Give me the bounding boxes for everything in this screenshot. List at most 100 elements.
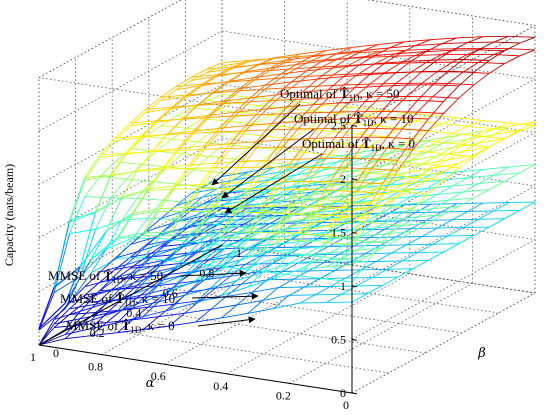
mesh-segment (95, 175, 112, 213)
mesh-segment (297, 254, 314, 264)
mesh-segment (493, 126, 510, 136)
mesh-segment (215, 283, 242, 289)
mesh-segment (395, 60, 412, 74)
mesh-segment (197, 200, 214, 215)
mesh-segment (273, 205, 290, 233)
mesh-segment (53, 308, 70, 325)
mesh-segment (401, 176, 418, 186)
mesh-segment (186, 200, 214, 211)
mesh-segment (186, 85, 203, 97)
mesh-segment (315, 258, 342, 262)
mesh-segment (325, 217, 342, 227)
mesh-segment (337, 46, 353, 54)
mesh-segment (358, 62, 385, 66)
mesh-segment (354, 74, 370, 89)
mesh-segment (437, 227, 464, 229)
mesh-segment (95, 279, 112, 296)
mesh-segment (356, 222, 373, 241)
mesh-segment (340, 285, 357, 295)
mesh-segment (421, 194, 438, 204)
mesh-segment (432, 159, 449, 169)
mesh-segment (489, 180, 505, 190)
mesh-segment (240, 147, 257, 168)
mesh-segment (256, 263, 273, 273)
mesh-segment (265, 182, 281, 192)
mesh-segment (169, 235, 196, 237)
mesh-segment (54, 310, 81, 320)
mesh-segment (99, 161, 116, 177)
mesh-segment (173, 184, 200, 187)
mesh-segment (443, 243, 459, 253)
mesh-segment (462, 183, 479, 193)
mesh-segment (380, 72, 397, 87)
mesh-segment (256, 207, 273, 217)
grid-line (221, 137, 536, 187)
mesh-segment (245, 161, 262, 176)
mesh-segment (288, 189, 305, 214)
mesh-segment (136, 256, 153, 272)
mesh-segment (437, 150, 464, 157)
mesh-segment (351, 255, 368, 265)
mesh-segment (325, 278, 353, 283)
mesh-segment (273, 252, 290, 274)
mesh-segment (239, 216, 266, 221)
mesh-segment (334, 229, 351, 239)
mesh-segment (415, 203, 431, 213)
mesh-segment (302, 89, 329, 93)
mesh-segment (213, 195, 240, 202)
mesh-segment (241, 279, 268, 285)
mesh-segment (384, 60, 412, 64)
mesh-segment (210, 243, 237, 248)
mesh-segment (371, 137, 388, 160)
mesh-segment (69, 286, 86, 303)
mesh-segment (401, 252, 418, 262)
mesh-segment (266, 139, 283, 161)
mesh-segment (389, 54, 416, 57)
mesh-segment (143, 325, 170, 330)
mesh-segment (254, 70, 270, 81)
mesh-segment (245, 122, 272, 127)
mesh-segment (188, 279, 205, 293)
mesh-segment (265, 135, 292, 140)
mesh-segment (262, 263, 290, 273)
mesh-segment (297, 194, 314, 204)
mesh-segment (345, 147, 362, 169)
mesh-segment (462, 218, 479, 228)
mesh-segment (182, 153, 209, 157)
mesh-segment (106, 286, 123, 304)
mesh-segment (116, 294, 133, 312)
mesh-segment (260, 113, 288, 116)
mesh-segment (132, 190, 149, 216)
mesh-segment (304, 233, 331, 238)
mesh-segment (195, 287, 212, 304)
mesh-segment (274, 55, 301, 59)
mesh-segment (125, 137, 142, 155)
mesh-segment (365, 176, 381, 186)
y-axis-label: β (477, 346, 486, 361)
mesh-segment (295, 222, 322, 224)
mesh-segment (345, 136, 362, 159)
mesh-segment (110, 170, 137, 177)
mesh-segment (356, 158, 373, 183)
mesh-segment (291, 70, 307, 83)
mesh-segment (169, 280, 196, 293)
mesh-segment (225, 259, 242, 275)
mesh-segment (417, 84, 434, 101)
mesh-segment (489, 218, 505, 228)
mesh-segment (363, 47, 390, 51)
mesh-segment (291, 178, 307, 188)
mesh-segment (308, 238, 335, 242)
mesh-segment (363, 55, 390, 59)
mesh-segment (243, 63, 260, 73)
mesh-segment (151, 133, 168, 152)
mesh-segment (286, 91, 303, 108)
mesh-segment (467, 134, 494, 140)
mesh-segment (304, 189, 331, 191)
mesh-segment (99, 278, 116, 292)
mesh-segment (395, 160, 412, 170)
mesh-segment (162, 199, 190, 204)
mesh-segment (404, 112, 431, 116)
mesh-segment (245, 203, 262, 213)
mesh-segment (323, 102, 340, 121)
mesh-segment (219, 207, 236, 224)
